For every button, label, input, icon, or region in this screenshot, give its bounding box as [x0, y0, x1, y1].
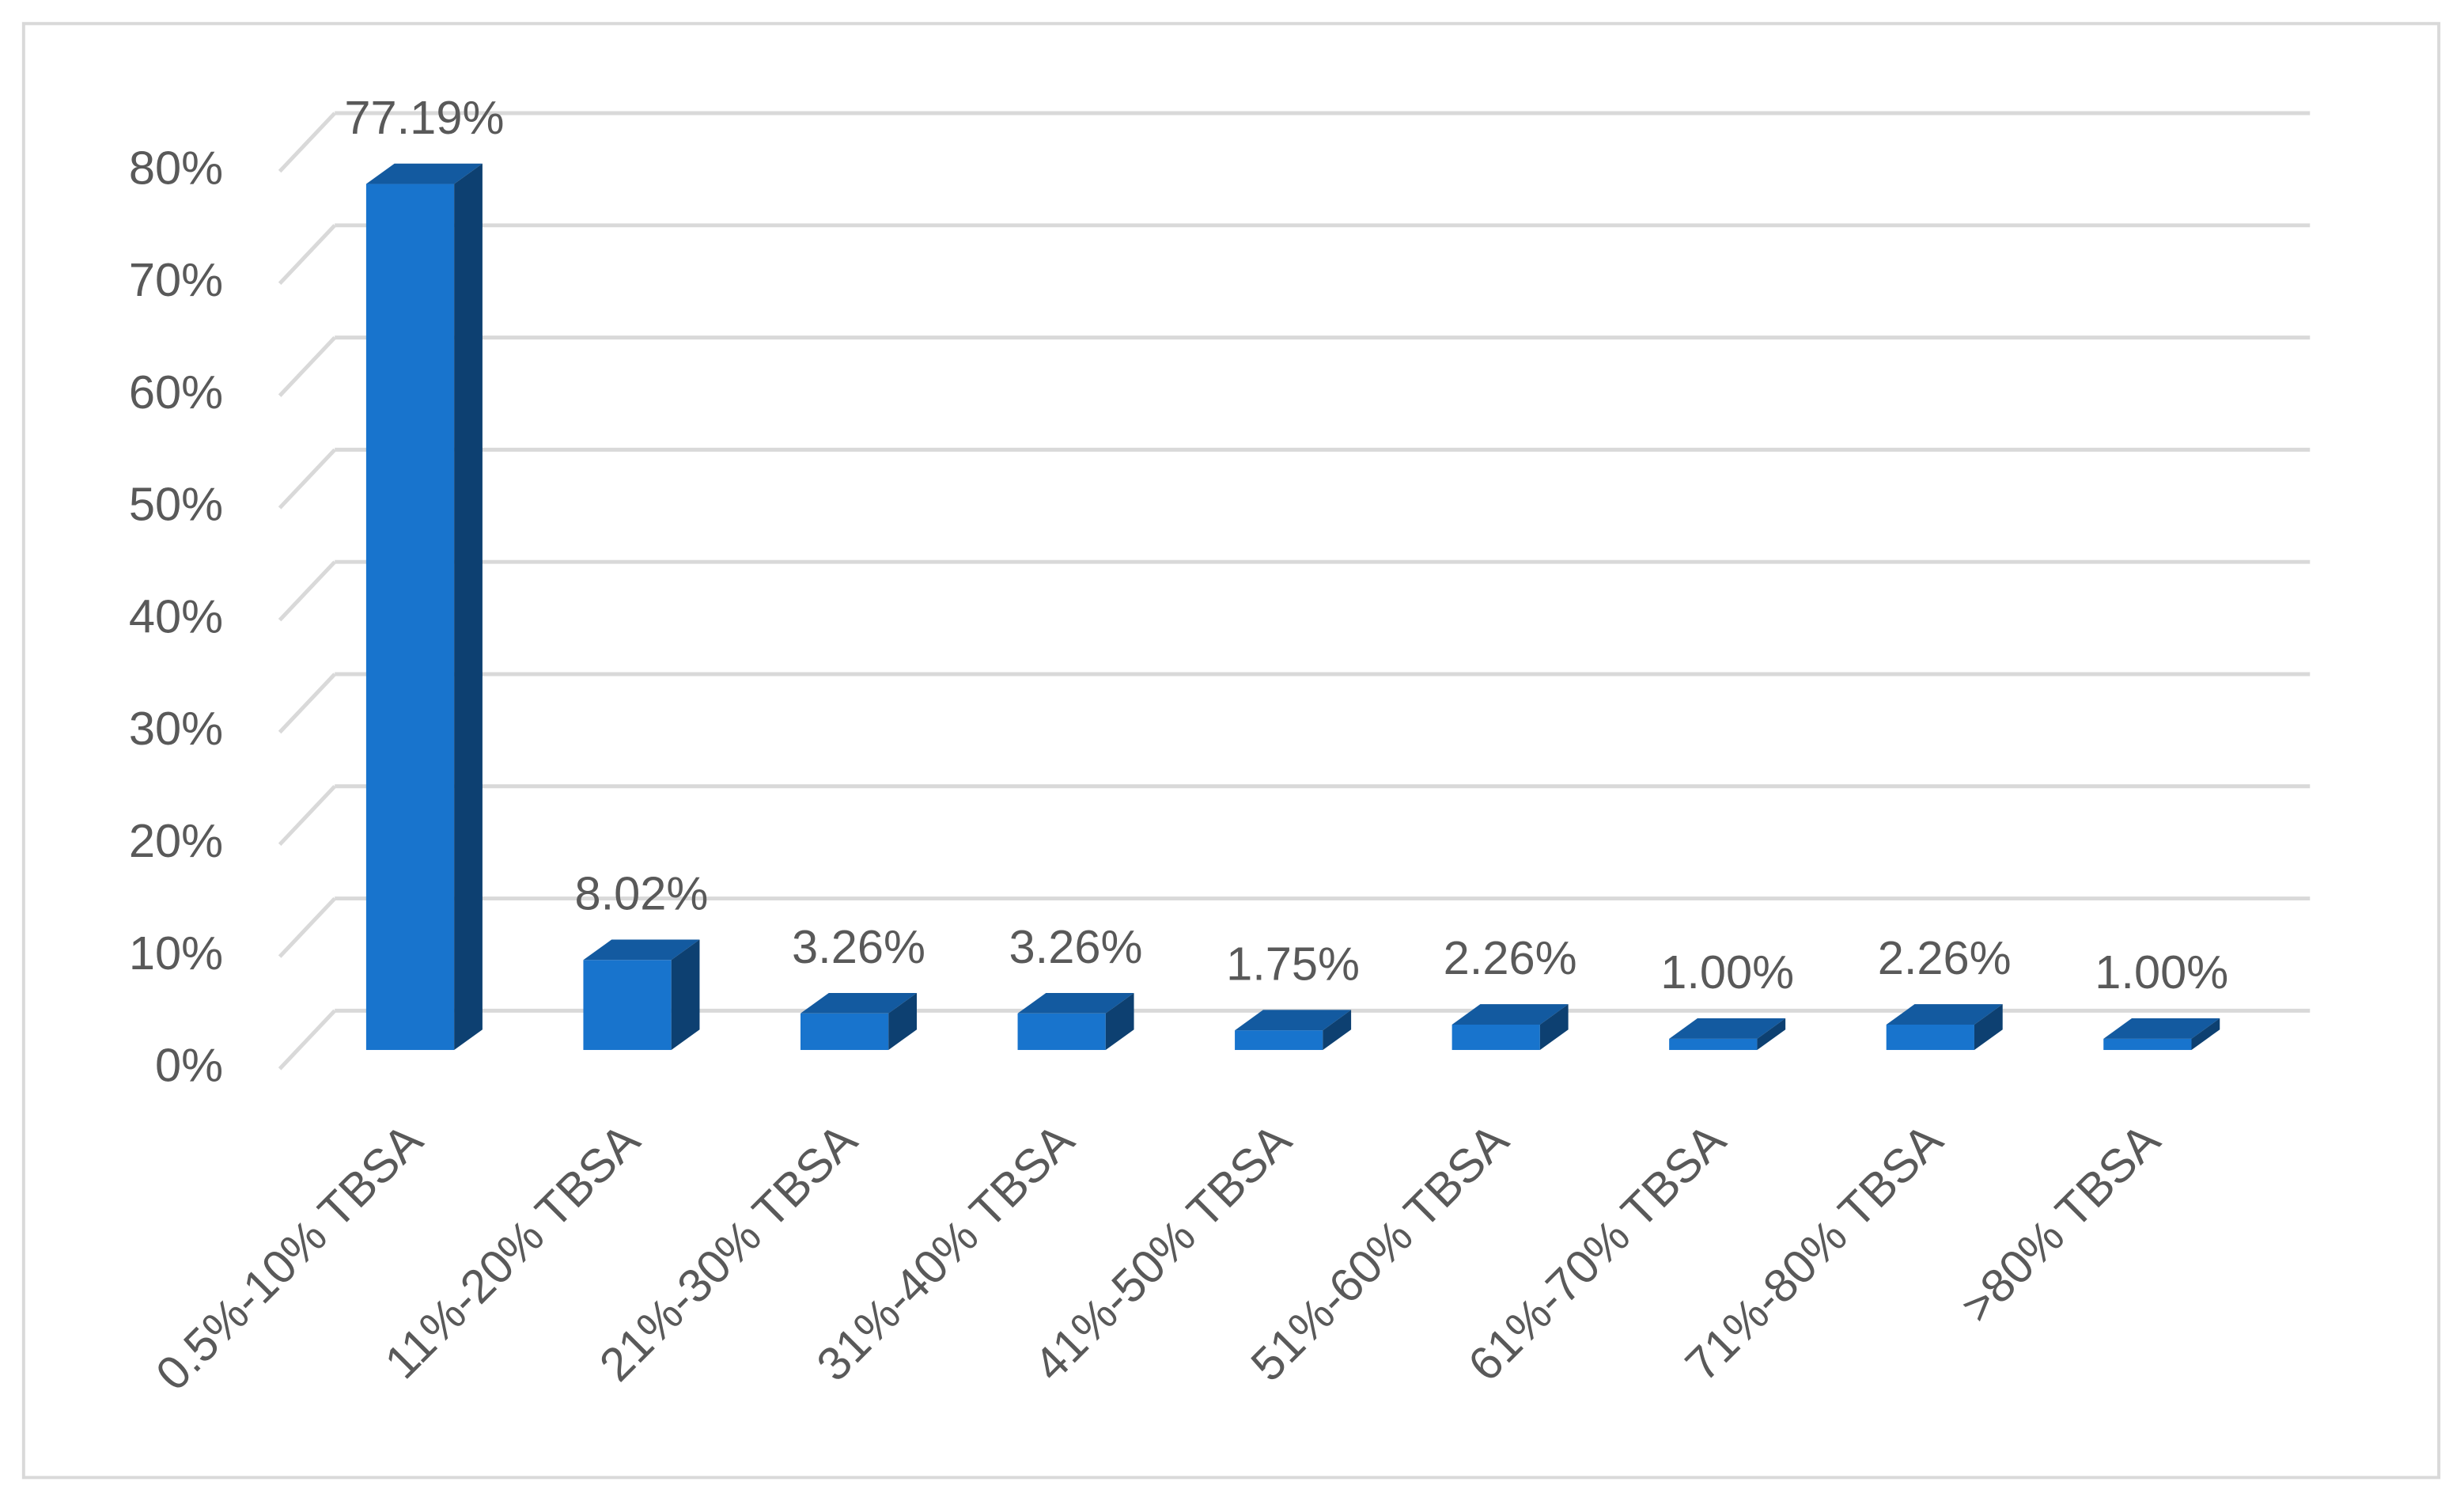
bar-side [454, 163, 483, 1051]
data-label: 8.02% [574, 867, 708, 920]
bar-side [1105, 992, 1134, 1051]
data-label: 1.75% [1226, 937, 1360, 990]
y-tick-label: 70% [129, 253, 223, 306]
bar-top [1452, 1004, 1569, 1025]
bar-front [1886, 1024, 1974, 1051]
grid-line-side [278, 896, 336, 958]
grid-line-side [278, 1009, 336, 1071]
bar-front [1017, 1013, 1106, 1051]
bar-front [800, 1013, 889, 1051]
y-tick-label: 0% [155, 1039, 223, 1092]
grid-line-side [278, 673, 336, 734]
grid-line-side [278, 224, 336, 286]
bar-front [583, 960, 672, 1051]
data-label: 3.26% [1009, 920, 1143, 973]
grid-line-side [278, 785, 336, 846]
y-tick-label: 20% [129, 814, 223, 867]
bar-side [2191, 1018, 2220, 1051]
bar-top [1669, 1018, 1786, 1039]
bar-front [365, 184, 455, 1051]
bar-top [365, 163, 483, 184]
bar-top [2103, 1018, 2220, 1039]
bar-top [1017, 992, 1134, 1014]
bar-side [1539, 1004, 1569, 1051]
y-tick-label: 10% [129, 927, 223, 980]
bar-side [1757, 1018, 1786, 1051]
data-label: 77.19% [344, 91, 504, 144]
data-label: 2.26% [1444, 931, 1577, 984]
data-label: 1.00% [2095, 946, 2228, 999]
grid-line-side [278, 560, 336, 622]
grid-line-side [278, 335, 336, 397]
bar-side [1974, 1004, 2003, 1051]
data-label: 2.26% [1878, 931, 2012, 984]
bar-top [800, 992, 917, 1014]
bar-front [1235, 1030, 1323, 1051]
y-tick-label: 40% [129, 589, 223, 642]
bar-front [1669, 1038, 1758, 1051]
bar-side [1323, 1010, 1352, 1051]
grid-line-side [278, 448, 336, 510]
bar-front [2103, 1038, 2192, 1051]
y-tick-label: 30% [129, 702, 223, 755]
bar-front [1452, 1024, 1540, 1051]
bar-top [1886, 1004, 2003, 1025]
y-tick-label: 50% [129, 478, 223, 531]
grid-line-side [278, 112, 336, 173]
bar-side [888, 992, 917, 1051]
data-label: 3.26% [792, 920, 925, 973]
y-tick-label: 80% [129, 141, 223, 194]
bar-top [1235, 1010, 1352, 1031]
data-label: 1.00% [1660, 946, 1794, 999]
y-tick-label: 60% [129, 366, 223, 419]
bar-side [671, 939, 700, 1051]
bar-top [583, 939, 700, 961]
